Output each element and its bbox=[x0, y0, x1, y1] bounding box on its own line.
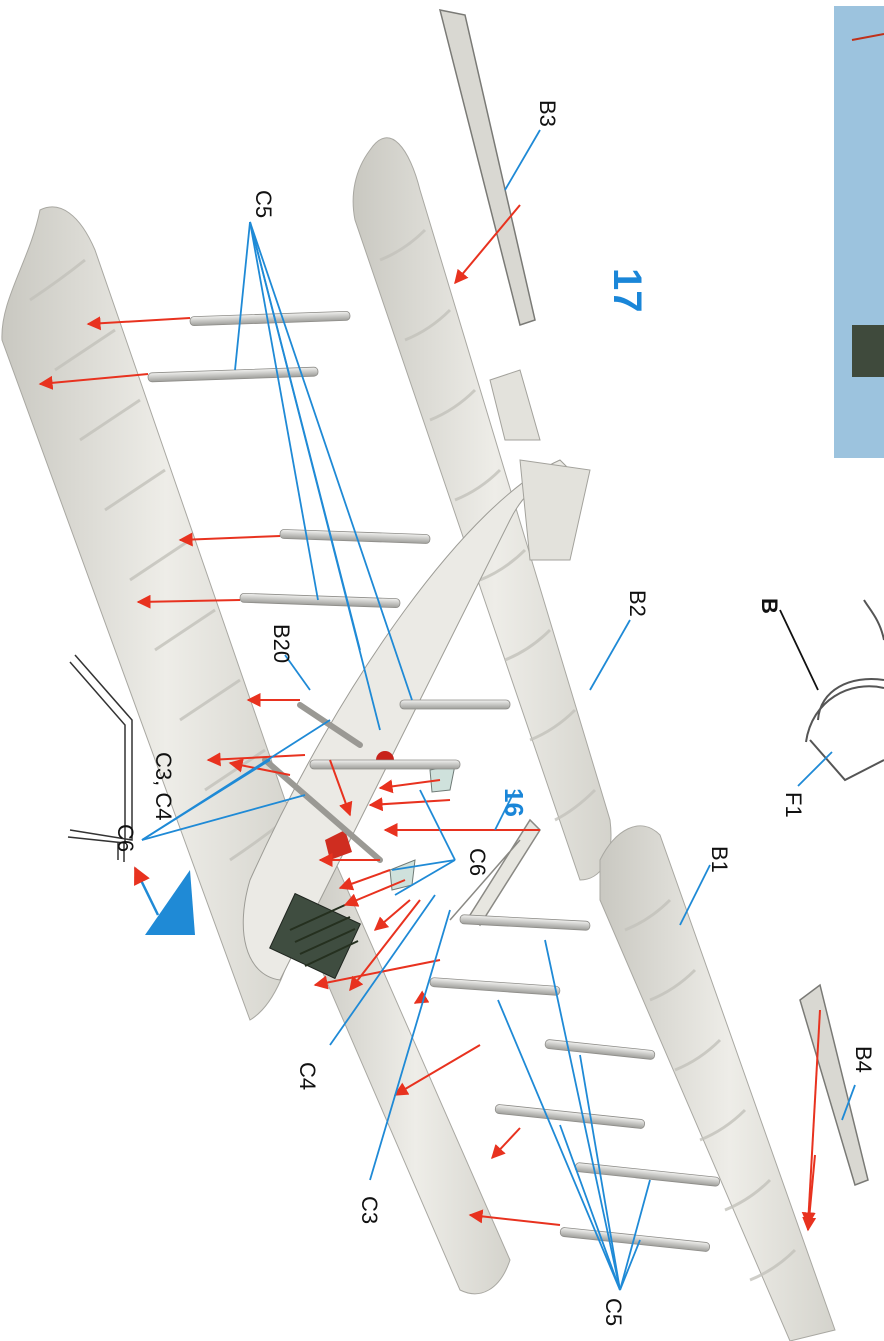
label-b4: B4 bbox=[851, 1046, 876, 1073]
reference-photo-panel bbox=[834, 6, 884, 458]
struts bbox=[147, 310, 721, 1252]
label-b1: B1 bbox=[707, 846, 732, 873]
strut bbox=[239, 592, 401, 609]
strut bbox=[147, 366, 319, 383]
view-arrow bbox=[133, 866, 160, 916]
engine bbox=[269, 892, 361, 980]
label-b-inset: B bbox=[757, 598, 782, 614]
label-c3: C3 bbox=[357, 1196, 382, 1224]
strut bbox=[544, 1039, 656, 1060]
label-c3-c4-detail: C3, C4 bbox=[151, 752, 176, 820]
c3-c4-detail-sketch bbox=[67, 654, 133, 862]
label-b20: B20 bbox=[269, 624, 294, 663]
attachment-arrows bbox=[38, 204, 821, 1232]
label-c5-bottom: C5 bbox=[601, 1298, 626, 1326]
strut bbox=[459, 914, 591, 931]
label-c4: C4 bbox=[295, 1062, 320, 1090]
b2-ribs bbox=[379, 228, 597, 822]
red-marking bbox=[325, 830, 352, 860]
undercarriage bbox=[449, 818, 541, 927]
aileron-b3 bbox=[438, 9, 536, 326]
photo-line bbox=[851, 33, 884, 41]
label-c6-left: C6 bbox=[113, 824, 138, 852]
label-c5-top: C5 bbox=[251, 190, 276, 218]
label-c6-right: C6 bbox=[465, 848, 490, 876]
label-b2: B2 bbox=[625, 590, 650, 617]
upper-wing-ribs bbox=[29, 258, 286, 862]
tail-fin bbox=[489, 369, 541, 441]
lower-left-wing bbox=[299, 849, 511, 1295]
viewpoint-eye-icon bbox=[145, 870, 195, 935]
step-number-16: 16 bbox=[499, 788, 529, 817]
label-f1: F1 bbox=[781, 792, 806, 818]
b1-ribs bbox=[624, 898, 797, 1282]
label-b3: B3 bbox=[535, 100, 560, 127]
strut bbox=[429, 977, 561, 996]
aileron-b4 bbox=[799, 983, 869, 1186]
strut bbox=[559, 1227, 711, 1252]
strut bbox=[189, 310, 351, 327]
strut bbox=[494, 1104, 646, 1129]
step-number-17: 17 bbox=[605, 268, 649, 313]
leader-lines bbox=[141, 129, 856, 1291]
tail bbox=[519, 459, 591, 561]
strut bbox=[309, 759, 461, 770]
lower-wing-b1 bbox=[599, 825, 836, 1341]
strut bbox=[399, 699, 511, 710]
inset-frame-f1 bbox=[805, 599, 884, 782]
cabane-struts-c6 bbox=[262, 702, 383, 863]
photo-detail bbox=[852, 325, 884, 377]
